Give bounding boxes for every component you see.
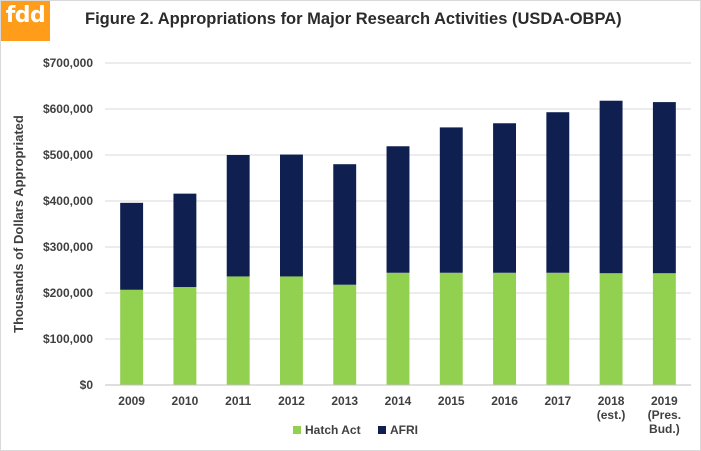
y-tick-label: $100,000 bbox=[43, 332, 93, 346]
bar-afri bbox=[652, 102, 676, 274]
bar-hatch-act bbox=[439, 272, 463, 385]
bar-afri bbox=[226, 155, 250, 277]
x-tick-label: 2018 (est.) bbox=[597, 394, 626, 422]
legend-swatch bbox=[293, 426, 301, 434]
legend-label: AFRI bbox=[390, 423, 418, 437]
y-tick-label: $600,000 bbox=[43, 102, 93, 116]
bar-afri bbox=[386, 146, 410, 273]
bar-hatch-act bbox=[546, 272, 570, 385]
legend-label: Hatch Act bbox=[305, 423, 361, 437]
x-tick-label: 2011 bbox=[225, 394, 251, 408]
x-tick-label: 2013 bbox=[331, 394, 358, 408]
legend: Hatch Act AFRI bbox=[293, 423, 418, 437]
x-tick-label: 2017 bbox=[544, 394, 571, 408]
bar-hatch-act bbox=[333, 284, 357, 385]
fdd-logo-text: fdd bbox=[5, 3, 46, 28]
bar-afri bbox=[173, 193, 197, 288]
bar-afri bbox=[120, 202, 144, 290]
chart-title: Figure 2. Appropriations for Major Resea… bbox=[85, 10, 622, 28]
y-tick-label: $200,000 bbox=[43, 286, 93, 300]
y-axis-ticks: $0 $100,000 $200,000 $300,000 $400,000 $500,0… bbox=[43, 56, 93, 392]
y-tick-label: $700,000 bbox=[43, 56, 93, 70]
x-tick-label: 2014 bbox=[385, 394, 412, 408]
bar-afri bbox=[280, 154, 303, 277]
x-tick-label: 2016 bbox=[491, 394, 518, 408]
bar-afri bbox=[493, 123, 516, 273]
fdd-logo: fdd bbox=[1, 1, 50, 41]
bar-afri bbox=[546, 112, 570, 273]
y-tick-label: $0 bbox=[80, 378, 94, 392]
y-tick-label: $300,000 bbox=[43, 240, 93, 254]
y-tick-label: $400,000 bbox=[43, 194, 93, 208]
bar-afri bbox=[599, 100, 623, 274]
bar-afri bbox=[439, 127, 463, 273]
x-tick-label: 2010 bbox=[172, 394, 199, 408]
x-tick-label: 2012 bbox=[278, 394, 305, 408]
bar-hatch-act bbox=[652, 273, 676, 385]
x-tick-label: 2019 (Pres. Bud.) bbox=[648, 394, 681, 436]
x-axis-ticks: 2009 2010 2011 2012 2013 2014 2015 2016 2017 2018… bbox=[118, 394, 681, 436]
legend-swatch bbox=[378, 426, 386, 434]
x-tick-label: 2015 bbox=[438, 394, 465, 408]
bar-hatch-act bbox=[120, 289, 144, 385]
x-tick-label: 2009 bbox=[118, 394, 145, 408]
bar-hatch-act bbox=[386, 272, 410, 385]
bar-hatch-act bbox=[226, 276, 250, 385]
bar-hatch-act bbox=[493, 272, 516, 385]
bar-hatch-act bbox=[280, 276, 303, 385]
bar-hatch-act bbox=[599, 273, 623, 385]
bar-hatch-act bbox=[173, 287, 197, 385]
y-tick-label: $500,000 bbox=[43, 148, 93, 162]
bars bbox=[120, 100, 676, 385]
y-axis-label: Thousands of Dollars Appropriated bbox=[11, 115, 26, 333]
bar-afri bbox=[333, 164, 357, 285]
